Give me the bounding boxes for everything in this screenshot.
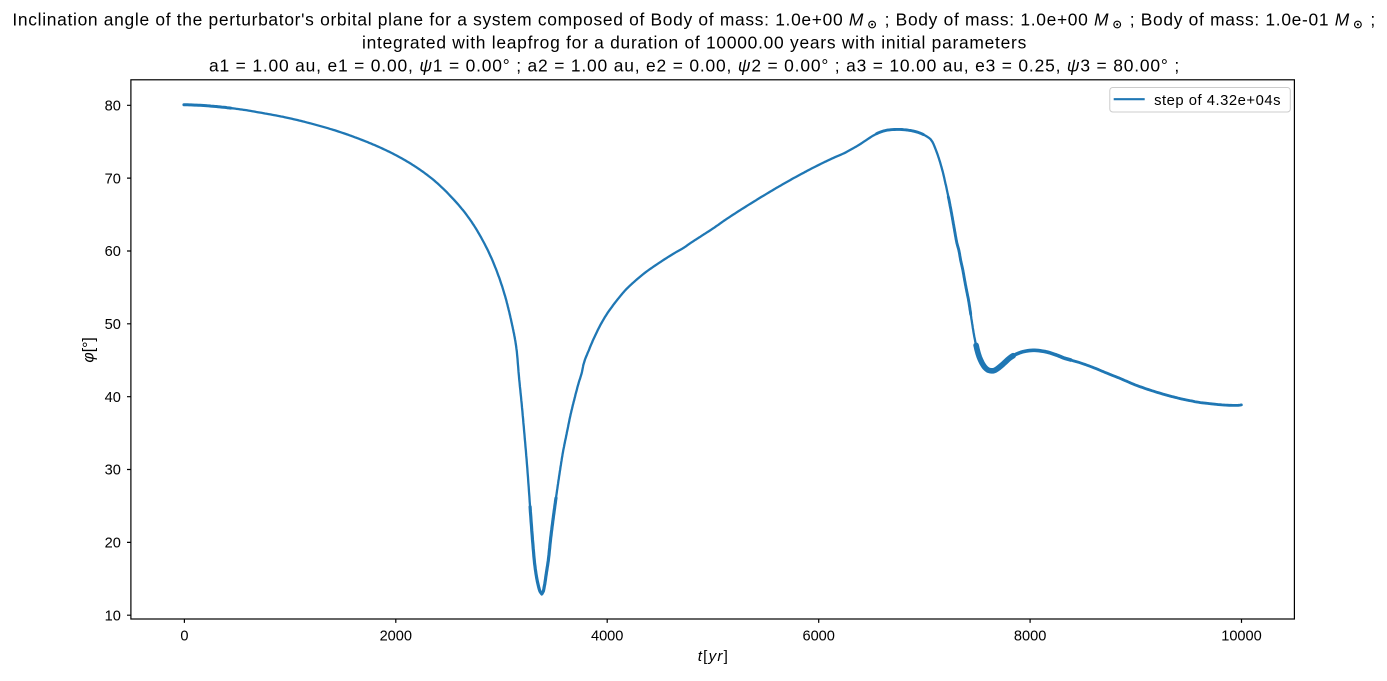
svg-text:10000: 10000: [1221, 629, 1262, 645]
svg-text:80: 80: [105, 99, 121, 115]
svg-text:60: 60: [105, 244, 121, 260]
svg-text:2000: 2000: [380, 629, 412, 645]
svg-text:Inclination angle of the pertu: Inclination angle of the perturbator's o…: [12, 10, 849, 30]
svg-text:t[yr]: t[yr]: [698, 648, 729, 665]
svg-text:M: M: [1094, 10, 1109, 30]
svg-text:0: 0: [180, 629, 188, 645]
svg-text:integrated with leapfrog for a: integrated with leapfrog for a duration …: [362, 32, 1027, 52]
svg-text:step of 4.32e+04s: step of 4.32e+04s: [1154, 93, 1281, 109]
svg-text:; Body of mass: 1.0e+00: ; Body of mass: 1.0e+00: [879, 10, 1094, 30]
svg-text:a1 = 1.00 au, e1 = 0.00, ψ1 =: a1 = 1.00 au, e1 = 0.00, ψ1 = 0.00° ; a2…: [209, 56, 1180, 76]
svg-text:20: 20: [105, 536, 121, 552]
svg-text:;: ;: [1365, 10, 1376, 30]
svg-text:6000: 6000: [802, 629, 834, 645]
svg-text:φ[°]: φ[°]: [81, 337, 98, 362]
svg-text:50: 50: [105, 317, 121, 333]
svg-text:30: 30: [105, 463, 121, 479]
svg-text:40: 40: [105, 390, 121, 406]
svg-text:M: M: [1335, 10, 1350, 30]
svg-text:; Body of mass: 1.0e-01: ; Body of mass: 1.0e-01: [1124, 10, 1335, 30]
svg-text:M: M: [849, 10, 864, 30]
svg-text:70: 70: [105, 171, 121, 187]
svg-text:8000: 8000: [1014, 629, 1046, 645]
svg-text:10: 10: [105, 608, 121, 624]
svg-text:4000: 4000: [591, 629, 623, 645]
